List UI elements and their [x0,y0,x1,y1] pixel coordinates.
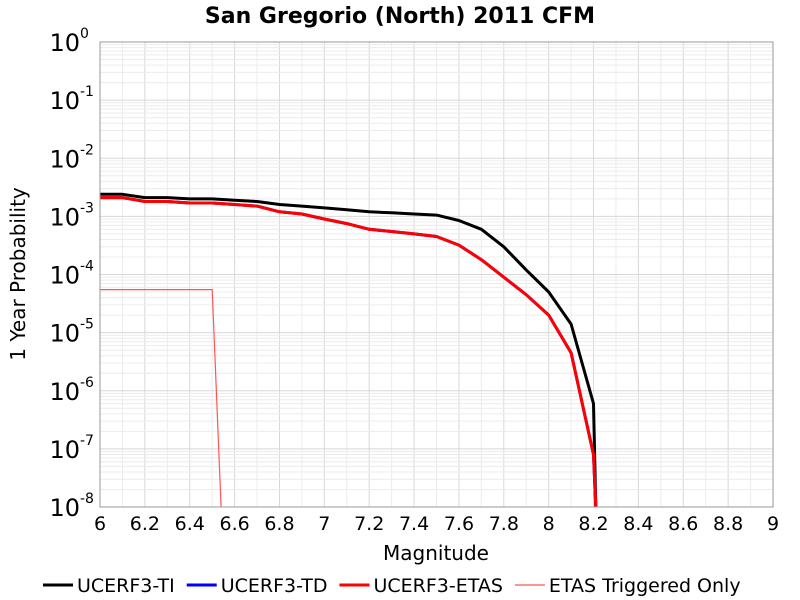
x-tick-label: 9 [767,513,779,535]
x-tick-label: 8 [543,513,555,535]
y-tick-label: 10 -4 [49,259,94,290]
x-tick-label: 7.6 [444,513,474,535]
x-tick-label: 7 [318,513,330,535]
x-tick-label: 8.8 [713,513,743,535]
y-tick-base: 10 [49,203,80,231]
y-tick-base: 10 [49,87,80,115]
x-tick-label: 7.8 [489,513,519,535]
y-tick-base: 10 [49,29,80,57]
y-tick-exponent: -8 [80,491,94,507]
legend-label-1: UCERF3-TD [221,575,328,597]
y-tick-label: 10 -3 [49,200,94,231]
x-tick-label: 6 [94,513,106,535]
series-line-0 [100,192,598,508]
y-tick-base: 10 [49,262,80,290]
y-tick-exponent: 0 [80,26,89,42]
y-tick-exponent: -5 [80,317,94,333]
x-tick-label: 8.6 [668,513,698,535]
y-axis-label: 1 Year Probability [6,187,30,361]
legend: UCERF3-TI UCERF3-TD UCERF3-ETAS ETAS Trigge… [43,575,741,597]
y-tick-exponent: -1 [80,84,94,100]
x-axis-ticks: 6 6.2 6.4 6.6 6.8 7 7.2 7.4 7.6 7.8 8 8.2 8.4 8.6 8.8 9 [94,513,779,535]
y-tick-label: 10 -8 [49,491,94,522]
x-tick-label: 8.4 [623,513,653,535]
x-tick-label: 8.2 [578,513,608,535]
y-tick-exponent: -4 [80,259,94,275]
y-tick-label: 10 -7 [49,433,94,464]
y-tick-base: 10 [49,378,80,406]
legend-label-0: UCERF3-TI [77,575,175,597]
y-tick-base: 10 [49,145,80,173]
legend-label-3: ETAS Triggered Only [549,575,741,597]
series-layer [100,192,598,508]
y-tick-base: 10 [49,320,80,348]
plot-frame [99,41,774,508]
y-tick-label: 10 -1 [49,84,94,115]
y-tick-exponent: -7 [80,433,94,449]
series-line-3 [100,289,222,508]
y-tick-exponent: -2 [80,142,94,158]
y-tick-base: 10 [49,436,80,464]
legend-label-2: UCERF3-ETAS [373,575,502,597]
y-tick-label: 10 -2 [49,142,94,173]
x-tick-label: 6.8 [264,513,294,535]
x-tick-label: 6.4 [175,513,205,535]
y-tick-label: 10 0 [49,26,88,57]
x-tick-label: 7.2 [354,513,384,535]
y-tick-exponent: -6 [80,375,94,391]
chart-title: San Gregorio (North) 2011 CFM [205,4,595,29]
y-tick-label: 10 -5 [49,317,94,348]
x-axis-label: Magnitude [383,541,489,565]
y-tick-base: 10 [49,494,80,522]
x-tick-label: 7.4 [399,513,429,535]
y-tick-exponent: -3 [80,200,94,216]
series-line-2 [100,196,598,508]
x-tick-label: 6.6 [219,513,249,535]
y-tick-label: 10 -6 [49,375,94,406]
x-tick-label: 6.2 [130,513,160,535]
